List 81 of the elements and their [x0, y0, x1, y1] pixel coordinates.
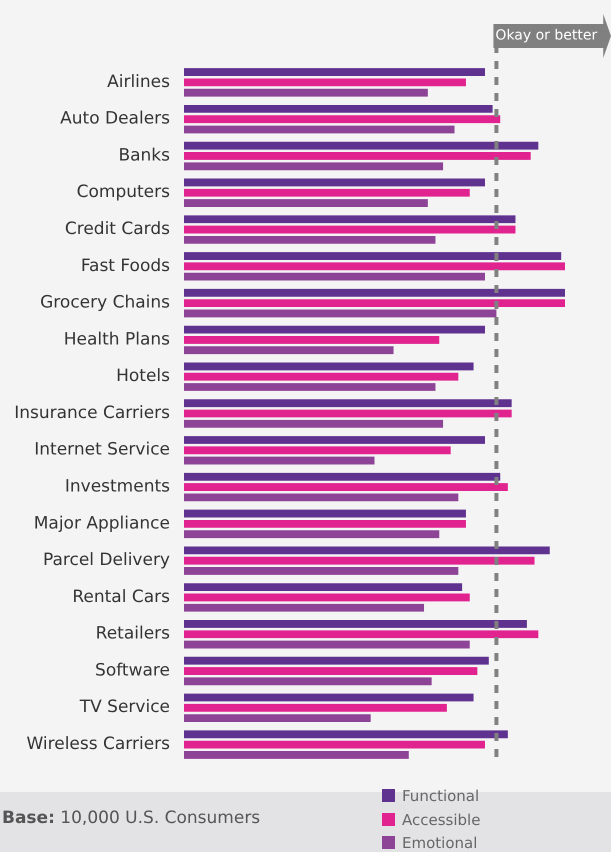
bar — [184, 152, 531, 160]
bar — [184, 410, 512, 418]
bar — [184, 372, 458, 381]
bar — [184, 436, 485, 444]
bar — [184, 336, 440, 344]
bar — [184, 750, 409, 759]
y-tick-label: Retailers — [96, 624, 170, 644]
y-tick-label: Wireless Carriers — [26, 734, 170, 754]
bar — [184, 236, 436, 244]
bar — [184, 310, 496, 318]
bar — [184, 714, 371, 722]
y-tick-label: Grocery Chains — [40, 292, 170, 313]
bar — [184, 346, 394, 354]
bar — [184, 142, 538, 150]
y-tick-label: Major Appliance — [34, 513, 170, 534]
bar — [184, 740, 485, 749]
bar — [184, 262, 565, 270]
bar — [184, 188, 470, 197]
y-tick-label: Parcel Delivery — [42, 550, 170, 570]
bar — [184, 446, 451, 454]
bar — [184, 483, 508, 491]
y-tick-label: Software — [95, 660, 170, 680]
bar — [184, 78, 466, 86]
y-tick-label: Fast Foods — [80, 256, 170, 276]
y-tick-label: Computers — [76, 182, 170, 202]
bar — [184, 604, 424, 612]
bar — [184, 493, 458, 502]
legend-label: Accessible — [401, 810, 480, 830]
bar — [184, 630, 538, 638]
y-tick-label: Health Plans — [64, 329, 170, 350]
bar — [184, 510, 466, 518]
bar — [184, 68, 485, 76]
bar — [184, 620, 527, 628]
bar — [184, 677, 432, 686]
y-tick-label: Rental Cars — [72, 586, 170, 607]
bar — [184, 399, 512, 408]
bar — [184, 694, 474, 702]
text: Base: 10,000 U.S. Consumers — [2, 808, 260, 828]
bar — [184, 583, 462, 592]
y-tick-label: Insurance Carriers — [14, 402, 170, 423]
bar — [184, 178, 485, 186]
bar — [184, 115, 500, 124]
bar — [184, 594, 470, 602]
bar — [184, 667, 478, 675]
bar — [184, 556, 535, 565]
ref-line-label: Okay or better — [495, 28, 598, 44]
legend-label: Functional — [401, 786, 480, 807]
bar — [184, 199, 428, 207]
bar — [184, 362, 474, 370]
bar — [184, 520, 466, 528]
y-tick-label: Hotels — [116, 366, 170, 386]
y-tick-label: Internet Service — [34, 440, 170, 460]
legend-label: Emotional — [401, 833, 478, 852]
bar — [184, 226, 516, 234]
bar — [184, 640, 470, 648]
bar — [184, 299, 565, 308]
bar — [184, 383, 436, 391]
bar — [184, 656, 489, 665]
y-tick-label: Investments — [64, 476, 170, 496]
bar — [184, 272, 485, 281]
y-tick-label: Auto Dealers — [60, 108, 170, 129]
bar — [184, 126, 455, 134]
bar — [184, 326, 485, 334]
bar — [184, 420, 444, 428]
bar — [184, 215, 516, 224]
bar — [184, 704, 447, 712]
bar — [184, 546, 550, 554]
bar — [184, 88, 428, 97]
bar — [184, 104, 493, 113]
y-tick-label: Credit Cards — [64, 218, 170, 239]
bar — [184, 530, 440, 538]
bar — [184, 567, 458, 575]
y-tick-label: Airlines — [107, 72, 170, 92]
bar — [184, 252, 562, 260]
y-tick-label: Banks — [118, 145, 170, 166]
y-tick-label: TV Service — [78, 697, 170, 718]
bar — [184, 730, 508, 738]
bar — [184, 456, 374, 465]
bar — [184, 288, 565, 297]
bar — [184, 472, 500, 481]
bar — [184, 162, 444, 170]
